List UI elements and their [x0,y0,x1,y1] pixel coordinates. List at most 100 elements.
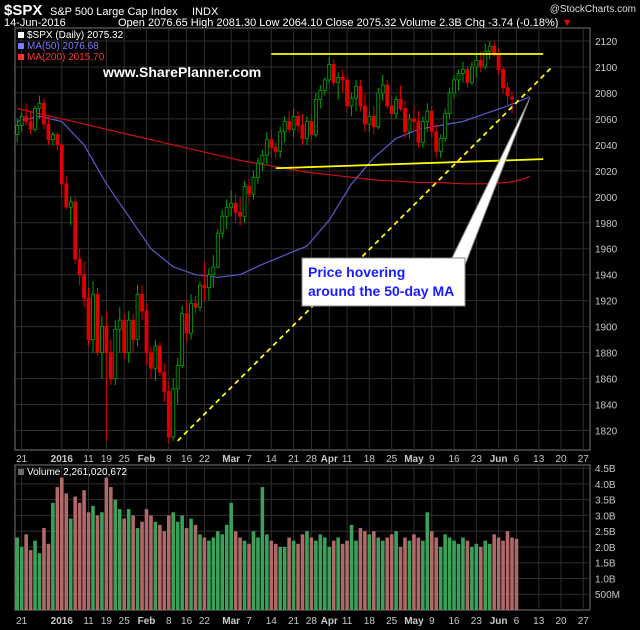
y-tick-label: 1840 [595,401,618,412]
candle-body [367,115,372,125]
candle-body [407,118,412,133]
volume-bar [291,540,296,610]
candle-body [211,266,216,276]
candle-body [73,201,78,260]
candle-body [162,371,167,392]
candle-body [403,108,407,133]
candle-body [380,84,385,94]
x-tick-label: 21 [16,616,28,627]
volume-bar [77,502,82,610]
x-tick-label: 13 [533,454,545,465]
candle-body [50,134,55,141]
volume-bar [162,531,167,610]
candle-body [434,131,439,152]
candle-body [86,297,91,341]
x-tick-label: Mar [222,454,240,465]
volume-bar [456,543,461,610]
callout-text: around the 50-day MA [308,283,454,299]
x-tick-label: 7 [246,616,252,627]
candle-body [309,121,314,135]
volume-bar [189,518,193,610]
candle-body [68,201,73,208]
volume-bar [287,537,291,610]
candle-body [501,69,505,89]
volume-bar [86,512,91,610]
candle-body [376,92,381,128]
exchange-label: INDX [192,6,219,18]
volume-bar [242,540,247,610]
volume-bar [193,524,198,610]
volume-bar [416,537,421,610]
candle-body [345,79,349,107]
candle-body [229,202,234,208]
y-tick-label: 2000 [595,193,618,204]
volume-bar [327,546,332,610]
brand-label: @StockCharts.com [550,4,636,15]
y-tick-label: 1980 [595,219,618,230]
volume-tick-label: 4.0B [595,480,616,491]
volume-bar [198,534,202,610]
volume-bar [340,543,345,610]
candle-body [82,274,86,299]
volume-bar [398,546,403,610]
candle-body [416,121,421,143]
legend-label: MA(200) 2015.70 [27,52,105,63]
volume-bar [363,531,367,610]
x-tick-label: 16 [448,616,460,627]
volume-bar [51,502,55,610]
candle-body [42,102,46,125]
volume-bar [42,528,46,610]
volume-bar [260,487,265,610]
candle-body [198,284,202,308]
volume-bar [452,540,456,610]
x-tick-label: May [404,616,424,627]
x-tick-label: 21 [288,454,300,465]
candle-body [19,115,24,126]
volume-bar [135,528,140,610]
candle-body [37,102,42,109]
volume-bar [461,537,465,610]
candle-body [108,352,113,379]
y-tick-label: 1960 [595,245,618,256]
quote-label: Low [256,17,282,29]
volume-bar [345,540,349,610]
candle-body [193,302,198,308]
volume-bar [265,534,269,610]
volume-tick-label: 1.5B [595,559,616,570]
candle-body [461,69,465,74]
volume-bar [211,537,216,610]
candle-body [131,319,136,341]
candle-body [59,144,64,185]
volume-bar [496,537,501,610]
x-tick-label: 27 [578,616,590,627]
candle-body [478,60,483,68]
x-tick-label: 6 [514,454,520,465]
volume-bar [82,490,86,610]
legend-swatch [18,43,24,49]
x-tick-label: 11 [342,616,353,627]
quote-label: Volume [396,17,439,29]
y-tick-label: 2100 [595,63,618,74]
callout-box [301,257,466,307]
volume-legend-label: Volume 2,261,020,672 [27,467,128,478]
candle-body [55,134,60,146]
candle-body [510,96,514,100]
candle-body [296,115,300,126]
volume-bar [184,528,189,610]
volume-bar [73,496,77,610]
price-panel-frame [14,27,591,451]
volume-bar [220,534,225,610]
volume-bar [501,540,505,610]
candle-body [233,202,238,213]
volume-bar [474,543,479,610]
volume-bar [158,524,162,610]
volume-bar [309,537,314,610]
candle-body [469,66,474,83]
legend-label: $SPX (Daily) 2075.32 [27,30,124,41]
volume-bar [171,512,176,610]
x-tick-label: Apr [321,454,338,465]
x-tick-label: 23 [471,616,483,627]
x-tick-label: 8 [166,454,172,465]
